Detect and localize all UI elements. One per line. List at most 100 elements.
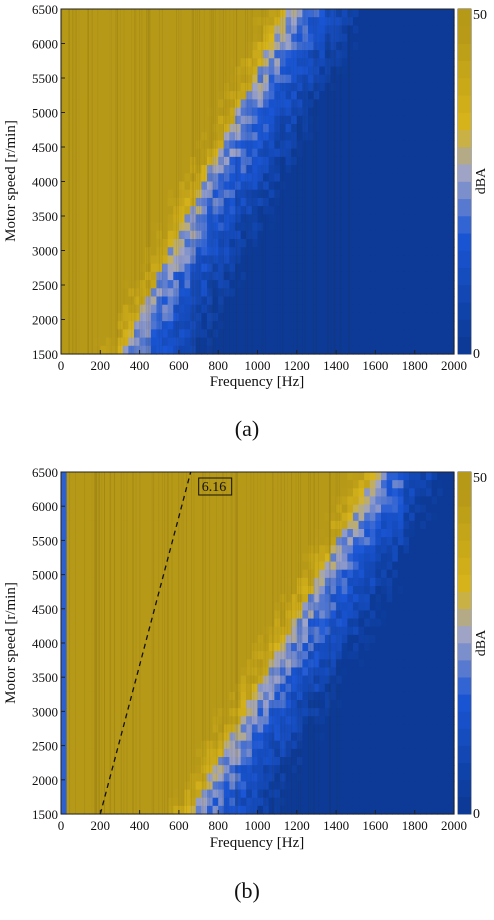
heatmap-cell	[443, 108, 449, 117]
heatmap-cell	[432, 149, 438, 158]
heatmap-cell	[387, 537, 393, 546]
heatmap-cell	[106, 610, 112, 619]
heatmap-cell	[151, 149, 157, 158]
heatmap-cell	[140, 562, 146, 571]
heatmap-cell	[151, 83, 157, 92]
heatmap-cell	[246, 264, 252, 273]
heatmap-cell	[235, 313, 241, 322]
heatmap-cell	[319, 513, 325, 522]
heatmap-cell	[381, 635, 387, 644]
heatmap-cell	[134, 586, 140, 595]
heatmap-cell	[179, 651, 185, 660]
heatmap-cell	[229, 165, 235, 174]
heatmap-cell	[235, 91, 241, 100]
heatmap-cell	[443, 157, 449, 166]
heatmap-cell	[426, 288, 432, 297]
heatmap-cell	[359, 255, 365, 264]
heatmap-cell	[162, 91, 168, 100]
heatmap-cell	[392, 480, 398, 489]
y-tick-label: 3500	[32, 209, 58, 224]
heatmap-cell	[426, 190, 432, 199]
heatmap-cell	[392, 58, 398, 67]
heatmap-cell	[392, 116, 398, 125]
heatmap-cell	[213, 521, 219, 530]
heatmap-cell	[426, 83, 432, 92]
heatmap-cell	[432, 651, 438, 660]
heatmap-cell	[224, 149, 230, 158]
heatmap-cell	[185, 9, 191, 18]
heatmap-cell	[392, 684, 398, 693]
heatmap-cell	[381, 206, 387, 215]
heatmap-cell	[218, 529, 224, 538]
heatmap-cell	[179, 264, 185, 273]
heatmap-cell	[196, 659, 202, 668]
heatmap-cell	[246, 173, 252, 182]
heatmap-cell	[353, 247, 359, 256]
heatmap-cell	[196, 521, 202, 530]
heatmap-cell	[291, 247, 297, 256]
heatmap-cell	[381, 108, 387, 117]
heatmap-cell	[286, 651, 292, 660]
heatmap-cell	[409, 586, 415, 595]
heatmap-cell	[420, 198, 426, 207]
heatmap-cell	[100, 214, 106, 223]
texture-streak	[135, 9, 136, 354]
heatmap-cell	[213, 651, 219, 660]
heatmap-cell	[297, 480, 303, 489]
heatmap-cell	[432, 610, 438, 619]
heatmap-cell	[347, 513, 353, 522]
heatmap-cell	[314, 305, 320, 314]
heatmap-cell	[241, 472, 247, 481]
heatmap-cell	[78, 570, 84, 579]
heatmap-cell	[179, 91, 185, 100]
heatmap-cell	[229, 321, 235, 330]
heatmap-cell	[67, 17, 73, 26]
heatmap-cell	[420, 34, 426, 43]
heatmap-cell	[156, 667, 162, 676]
heatmap-cell	[415, 239, 421, 248]
heatmap-cell	[112, 140, 118, 149]
heatmap-cell	[426, 9, 432, 18]
heatmap-cell	[398, 157, 404, 166]
heatmap-cell	[297, 537, 303, 546]
texture-streak	[72, 9, 73, 354]
heatmap-cell	[185, 346, 191, 355]
heatmap-cell	[443, 505, 449, 514]
heatmap-cell	[190, 496, 196, 505]
heatmap-cell	[224, 684, 230, 693]
heatmap-cell	[241, 313, 247, 322]
heatmap-cell	[353, 255, 359, 264]
heatmap-cell	[437, 684, 443, 693]
heatmap-cell	[336, 140, 342, 149]
heatmap-cell	[229, 58, 235, 67]
heatmap-cell	[117, 643, 123, 652]
heatmap-cell	[409, 9, 415, 18]
heatmap-cell	[145, 659, 151, 668]
heatmap-cell	[263, 545, 269, 554]
heatmap-cell	[235, 305, 241, 314]
heatmap-cell	[168, 58, 174, 67]
texture-streak	[210, 9, 211, 354]
heatmap-cell	[403, 67, 409, 76]
heatmap-cell	[246, 313, 252, 322]
heatmap-cell	[286, 42, 292, 51]
heatmap-cell	[286, 75, 292, 84]
heatmap-cell	[117, 505, 123, 514]
heatmap-cell	[392, 50, 398, 59]
heatmap-cell	[100, 562, 106, 571]
heatmap-cell	[437, 297, 443, 306]
heatmap-cell	[162, 83, 168, 92]
heatmap-cell	[409, 659, 415, 668]
heatmap-cell	[190, 602, 196, 611]
heatmap-cell	[151, 288, 157, 297]
heatmap-cell	[398, 124, 404, 133]
heatmap-cell	[196, 255, 202, 264]
heatmap-cell	[342, 472, 348, 481]
heatmap-cell	[269, 480, 275, 489]
heatmap-cell	[196, 684, 202, 693]
heatmap-cell	[100, 496, 106, 505]
y-tick-label: 6000	[32, 37, 58, 52]
heatmap-cell	[342, 132, 348, 141]
heatmap-cell	[409, 173, 415, 182]
heatmap-cell	[235, 684, 241, 693]
